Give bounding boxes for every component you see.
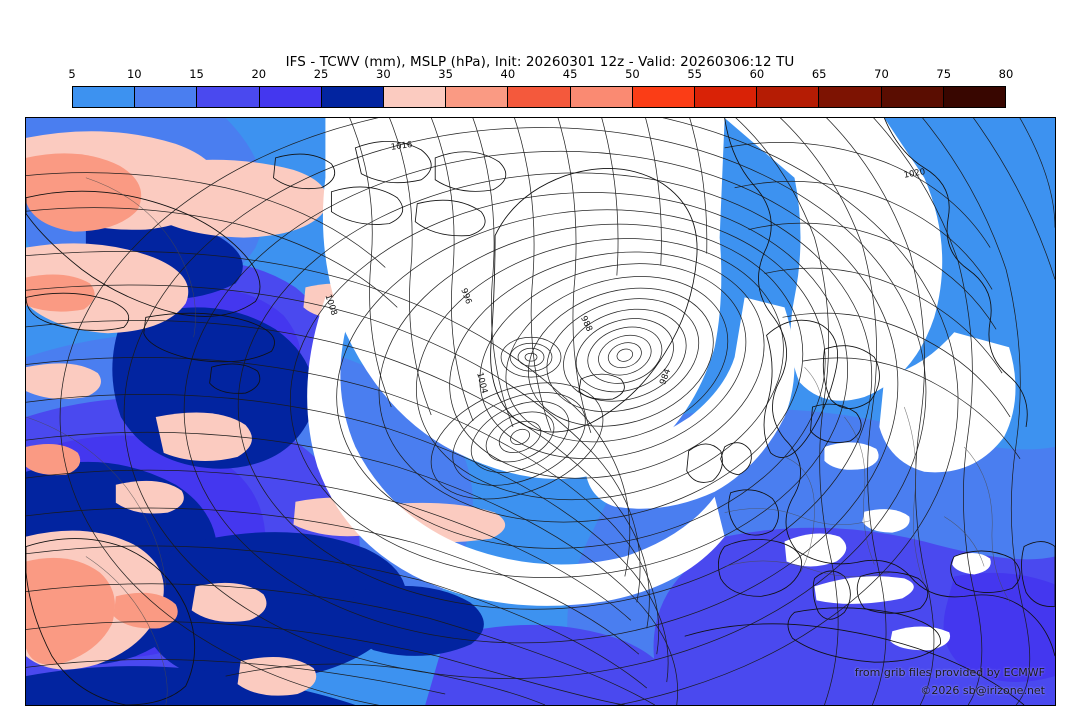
colorbar-swatch-65-70 bbox=[819, 87, 882, 107]
colorbar-tick-40: 40 bbox=[500, 67, 516, 81]
colorbar-swatch-35-40 bbox=[446, 87, 509, 107]
colorbar-swatch-60-65 bbox=[757, 87, 820, 107]
colorbar-tick-60: 60 bbox=[749, 67, 765, 81]
colorbar-tick-55: 55 bbox=[687, 67, 702, 81]
copyright-notice: ©2026 sb@irizone.net bbox=[920, 684, 1045, 697]
colorbar-swatch-25-30 bbox=[321, 87, 385, 107]
political-borders bbox=[26, 177, 1011, 705]
map-panel[interactable]: 1016 1004 1008 984 996 1020 988 from gri… bbox=[25, 117, 1056, 706]
data-source-credit: from grib files provided by ECMWF bbox=[854, 666, 1045, 679]
colorbar-tick-80: 80 bbox=[998, 67, 1014, 81]
colorbar-swatch-75-80 bbox=[943, 87, 1006, 107]
colorbar-tick-65: 65 bbox=[811, 67, 827, 81]
colorbar-swatch-30-35 bbox=[384, 87, 447, 107]
colorbar-swatch-70-75 bbox=[881, 87, 944, 107]
colorbar[interactable] bbox=[72, 86, 1006, 108]
colorbar-swatch-50-55 bbox=[632, 87, 696, 107]
colorbar-swatch-40-45 bbox=[508, 87, 571, 107]
colorbar-swatch-10-15 bbox=[135, 87, 198, 107]
svg-text:1016: 1016 bbox=[390, 139, 413, 152]
colorbar-swatch-15-20 bbox=[197, 87, 260, 107]
colorbar-tick-45: 45 bbox=[562, 67, 578, 81]
colorbar-swatch-45-50 bbox=[570, 87, 633, 107]
mslp-contours bbox=[26, 118, 1055, 705]
page-title: IFS - TCWV (mm), MSLP (hPa), Init: 20260… bbox=[285, 54, 795, 70]
map-canvas: 1016 1004 1008 984 996 1020 988 bbox=[26, 118, 1055, 705]
colorbar-swatch-55-60 bbox=[695, 87, 758, 107]
colorbar-tick-70: 70 bbox=[874, 67, 889, 81]
colorbar-tick-35: 35 bbox=[438, 67, 453, 81]
colorbar-tick-labels: 5 10 15 20 25 30 35 40 45 50 55 60 65 70 75 80 bbox=[68, 66, 1013, 82]
colorbar-tick-5: 5 bbox=[68, 67, 76, 81]
colorbar-tick-50: 50 bbox=[625, 67, 640, 81]
colorbar-swatches[interactable] bbox=[72, 86, 1006, 108]
colorbar-tick-30: 30 bbox=[376, 67, 391, 81]
colorbar-tick-25: 25 bbox=[313, 67, 329, 81]
coastlines bbox=[26, 118, 1055, 705]
colorbar-swatch-5-10 bbox=[73, 87, 136, 107]
colorbar-swatch-20-25 bbox=[259, 87, 322, 107]
colorbar-tick-75: 75 bbox=[936, 67, 952, 81]
colorbar-tick-10: 10 bbox=[126, 67, 142, 81]
svg-text:1020: 1020 bbox=[903, 166, 926, 180]
colorbar-tick-20: 20 bbox=[251, 67, 267, 81]
colorbar-tick-15: 15 bbox=[189, 67, 204, 81]
